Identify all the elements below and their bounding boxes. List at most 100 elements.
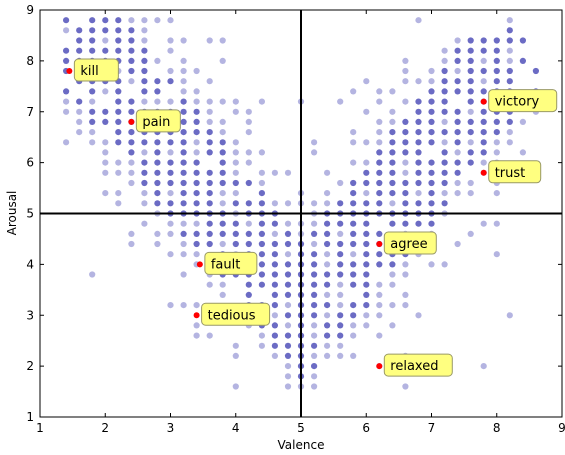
scatter-point (506, 67, 513, 75)
scatter-point (363, 251, 370, 258)
scatter-point (193, 302, 200, 309)
scatter-point (141, 27, 148, 34)
scatter-point (115, 27, 122, 34)
scatter-point (141, 47, 148, 54)
scatter-point (428, 179, 435, 187)
scatter-point (271, 332, 278, 339)
scatter-point (337, 271, 344, 278)
annotation-agree: agree (383, 231, 437, 255)
scatter-point (115, 17, 122, 24)
scatter-point (63, 98, 70, 105)
scatter-point (467, 159, 474, 166)
scatter-point (180, 37, 187, 44)
scatter-point (167, 47, 174, 54)
scatter-point (167, 98, 174, 105)
scatter-point (389, 108, 396, 115)
scatter-point (402, 179, 409, 187)
scatter-point (363, 322, 370, 329)
scatter-point (115, 37, 122, 44)
scatter-point (324, 342, 331, 349)
scatter-point (219, 159, 226, 166)
scatter-point (245, 240, 252, 248)
scatter-point (376, 159, 383, 166)
scatter-point (180, 179, 187, 187)
scatter-point (350, 220, 357, 227)
x-tick-label: 4 (232, 421, 240, 435)
x-tick-label: 7 (428, 421, 436, 435)
scatter-point (271, 312, 278, 319)
scatter-point (402, 118, 409, 125)
scatter-point (402, 67, 409, 75)
scatter-point (128, 159, 135, 166)
scatter-point (206, 108, 213, 115)
scatter-point (193, 200, 200, 207)
scatter-point (63, 57, 70, 64)
scatter-point (219, 129, 226, 136)
scatter-point (167, 78, 174, 85)
scatter-point (102, 139, 109, 146)
scatter-point (441, 78, 448, 85)
scatter-point (232, 230, 239, 237)
scatter-point (441, 261, 448, 268)
scatter-point (193, 322, 200, 329)
scatter-point (232, 139, 239, 146)
scatter-point (193, 159, 200, 166)
scatter-point (206, 200, 213, 207)
scatter-point (271, 251, 278, 258)
scatter-point (402, 190, 409, 197)
scatter-point (89, 88, 96, 95)
scatter-point (467, 47, 474, 54)
highlight-point (376, 363, 383, 370)
scatter-point (180, 108, 187, 115)
scatter-point (376, 149, 383, 156)
scatter-point (102, 118, 109, 125)
scatter-point (284, 363, 292, 370)
scatter-point (480, 67, 487, 75)
scatter-point (219, 281, 226, 288)
scatter-point (180, 139, 187, 146)
scatter-point (271, 322, 278, 329)
scatter-point (467, 118, 474, 125)
scatter-point (311, 352, 318, 359)
scatter-point (454, 88, 461, 95)
scatter-point (324, 281, 331, 288)
scatter-point (128, 129, 135, 136)
scatter-point (258, 98, 265, 105)
scatter-point (376, 118, 383, 125)
scatter-point (128, 47, 135, 54)
scatter-point (389, 169, 396, 176)
scatter-point (324, 291, 331, 298)
scatter-point (519, 57, 527, 64)
scatter-point (284, 230, 292, 237)
scatter-point (154, 240, 161, 248)
annotation-pain: pain (135, 109, 181, 133)
scatter-point (428, 200, 435, 207)
scatter-point (428, 190, 435, 197)
scatter-point (454, 159, 461, 166)
scatter-point (376, 230, 383, 237)
scatter-point (428, 108, 435, 115)
highlight-point (480, 98, 487, 105)
scatter-point (493, 67, 500, 75)
scatter-point (363, 159, 370, 166)
scatter-point (350, 322, 357, 329)
scatter-point (376, 190, 383, 197)
y-tick-label: 8 (26, 54, 34, 68)
scatter-point (428, 220, 435, 227)
scatter-point (284, 169, 292, 176)
scatter-point (415, 169, 422, 176)
scatter-point (376, 312, 383, 319)
scatter-point (363, 261, 370, 268)
scatter-point (337, 342, 344, 349)
scatter-point (141, 88, 148, 95)
scatter-point (337, 98, 344, 105)
scatter-point (115, 98, 122, 105)
annotation-trust: trust (488, 160, 542, 184)
scatter-point (324, 302, 331, 309)
annotation-label: relaxed (390, 359, 438, 374)
scatter-point (363, 281, 370, 288)
scatter-point (480, 118, 487, 125)
scatter-point (350, 261, 357, 268)
scatter-point (324, 312, 331, 319)
scatter-point (376, 139, 383, 146)
